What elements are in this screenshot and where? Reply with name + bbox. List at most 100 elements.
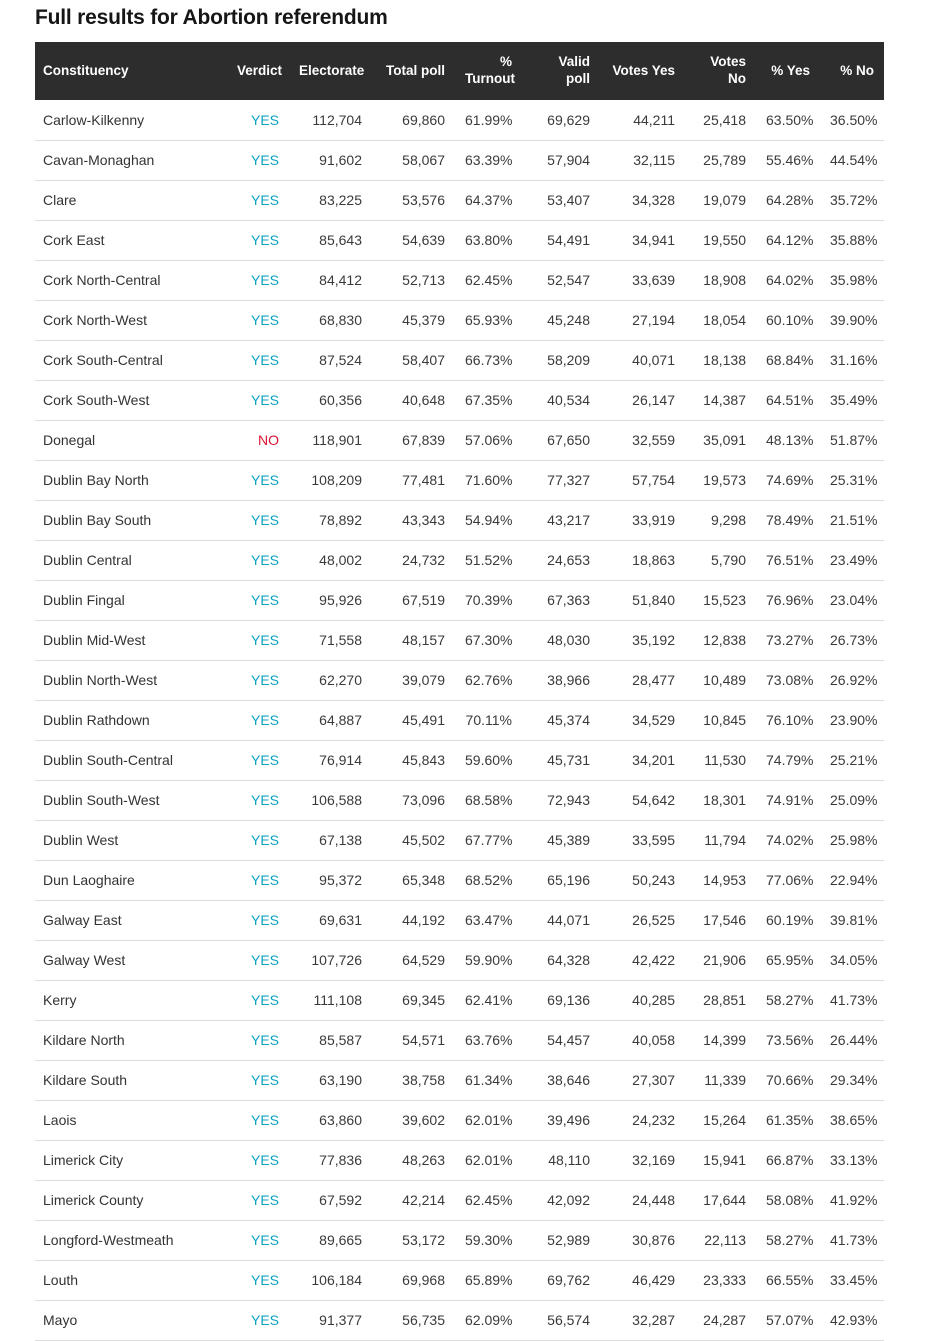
column-header-valid_poll: Valid poll bbox=[522, 42, 600, 100]
table-row: Louth YES 106,184 69,968 65.89% 69,762 46,429 2… bbox=[35, 1260, 884, 1301]
cell-constituency: Laois bbox=[35, 1100, 227, 1141]
cell-votes_no: 17,546 bbox=[685, 900, 756, 941]
cell-votes_no: 23,333 bbox=[685, 1260, 756, 1301]
cell-pct_yes: 76.51% bbox=[756, 540, 820, 581]
table-row: Cavan-Monaghan YES 91,602 58,067 63.39% 57,90… bbox=[35, 140, 884, 181]
cell-electorate: 111,108 bbox=[289, 980, 372, 1021]
cell-votes_no: 24,287 bbox=[685, 1300, 756, 1341]
cell-electorate: 83,225 bbox=[289, 180, 372, 221]
cell-total_poll: 42,214 bbox=[372, 1180, 455, 1221]
cell-pct_yes: 64.28% bbox=[756, 180, 820, 221]
cell-pct_turnout: 65.93% bbox=[455, 300, 522, 341]
cell-pct_no: 25.31% bbox=[820, 460, 884, 501]
cell-pct_yes: 66.87% bbox=[756, 1140, 820, 1181]
cell-votes_no: 14,399 bbox=[685, 1020, 756, 1061]
cell-total_poll: 44,192 bbox=[372, 900, 455, 941]
cell-total_poll: 69,860 bbox=[372, 100, 455, 141]
cell-total_poll: 65,348 bbox=[372, 860, 455, 901]
cell-constituency: Dublin North-West bbox=[35, 660, 227, 701]
cell-valid_poll: 77,327 bbox=[522, 460, 600, 501]
verdict-badge: YES bbox=[227, 180, 289, 221]
cell-electorate: 63,860 bbox=[289, 1100, 372, 1141]
cell-votes_no: 5,790 bbox=[685, 540, 756, 581]
cell-valid_poll: 58,209 bbox=[522, 340, 600, 381]
cell-pct_turnout: 59.90% bbox=[455, 940, 522, 981]
table-row: Donegal NO 118,901 67,839 57.06% 67,650 32,559… bbox=[35, 420, 884, 461]
cell-votes_yes: 24,448 bbox=[600, 1180, 685, 1221]
cell-pct_yes: 74.91% bbox=[756, 780, 820, 821]
table-head: Constituency Verdict Electorate Total poll%… bbox=[35, 42, 884, 100]
table-row: Galway West YES 107,726 64,529 59.90% 64,328 4… bbox=[35, 940, 884, 981]
cell-pct_yes: 58.27% bbox=[756, 980, 820, 1021]
cell-electorate: 60,356 bbox=[289, 380, 372, 421]
cell-pct_turnout: 66.73% bbox=[455, 340, 522, 381]
cell-votes_no: 14,387 bbox=[685, 380, 756, 421]
cell-valid_poll: 24,653 bbox=[522, 540, 600, 581]
cell-valid_poll: 42,092 bbox=[522, 1180, 600, 1221]
cell-constituency: Longford-Westmeath bbox=[35, 1220, 227, 1261]
cell-total_poll: 43,343 bbox=[372, 500, 455, 541]
table-row: Clare YES 83,225 53,576 64.37% 53,407 34,328 19… bbox=[35, 180, 884, 221]
table-row: Dublin Bay South YES 78,892 43,343 54.94% 43,… bbox=[35, 500, 884, 541]
cell-total_poll: 58,067 bbox=[372, 140, 455, 181]
cell-constituency: Dublin Bay North bbox=[35, 460, 227, 501]
column-header-pct_turnout: % Turnout bbox=[455, 42, 522, 100]
cell-pct_turnout: 61.34% bbox=[455, 1060, 522, 1101]
cell-valid_poll: 69,629 bbox=[522, 100, 600, 141]
verdict-badge: YES bbox=[227, 1300, 289, 1341]
cell-pct_no: 33.13% bbox=[820, 1140, 884, 1181]
cell-pct_no: 41.73% bbox=[820, 1220, 884, 1261]
cell-votes_yes: 27,307 bbox=[600, 1060, 685, 1101]
table-row: Carlow-Kilkenny YES 112,704 69,860 61.99% 69,… bbox=[35, 100, 884, 141]
cell-pct_no: 25.09% bbox=[820, 780, 884, 821]
cell-votes_no: 19,550 bbox=[685, 220, 756, 261]
cell-pct_yes: 66.55% bbox=[756, 1260, 820, 1301]
cell-pct_yes: 70.66% bbox=[756, 1060, 820, 1101]
cell-constituency: Galway East bbox=[35, 900, 227, 941]
cell-votes_yes: 34,941 bbox=[600, 220, 685, 261]
cell-valid_poll: 56,574 bbox=[522, 1300, 600, 1341]
cell-pct_yes: 65.95% bbox=[756, 940, 820, 981]
verdict-badge: YES bbox=[227, 260, 289, 301]
cell-constituency: Mayo bbox=[35, 1300, 227, 1341]
cell-pct_turnout: 57.06% bbox=[455, 420, 522, 461]
verdict-badge: YES bbox=[227, 460, 289, 501]
cell-pct_turnout: 70.39% bbox=[455, 580, 522, 621]
verdict-badge: YES bbox=[227, 660, 289, 701]
verdict-badge: YES bbox=[227, 380, 289, 421]
cell-electorate: 95,926 bbox=[289, 580, 372, 621]
verdict-badge: YES bbox=[227, 780, 289, 821]
cell-pct_yes: 74.79% bbox=[756, 740, 820, 781]
cell-pct_yes: 68.84% bbox=[756, 340, 820, 381]
cell-pct_turnout: 70.11% bbox=[455, 700, 522, 741]
cell-valid_poll: 54,457 bbox=[522, 1020, 600, 1061]
verdict-badge: YES bbox=[227, 620, 289, 661]
cell-constituency: Dublin Bay South bbox=[35, 500, 227, 541]
cell-pct_turnout: 62.76% bbox=[455, 660, 522, 701]
cell-constituency: Dun Laoghaire bbox=[35, 860, 227, 901]
cell-votes_no: 12,838 bbox=[685, 620, 756, 661]
column-header-verdict: Verdict bbox=[227, 42, 289, 100]
cell-valid_poll: 52,989 bbox=[522, 1220, 600, 1261]
cell-electorate: 106,588 bbox=[289, 780, 372, 821]
cell-constituency: Carlow-Kilkenny bbox=[35, 100, 227, 141]
cell-votes_yes: 50,243 bbox=[600, 860, 685, 901]
cell-pct_no: 23.04% bbox=[820, 580, 884, 621]
cell-total_poll: 56,735 bbox=[372, 1300, 455, 1341]
verdict-badge: YES bbox=[227, 1020, 289, 1061]
cell-votes_no: 19,573 bbox=[685, 460, 756, 501]
cell-constituency: Kildare South bbox=[35, 1060, 227, 1101]
cell-pct_yes: 76.10% bbox=[756, 700, 820, 741]
cell-pct_no: 31.16% bbox=[820, 340, 884, 381]
cell-total_poll: 77,481 bbox=[372, 460, 455, 501]
verdict-badge: YES bbox=[227, 1180, 289, 1221]
cell-votes_yes: 32,287 bbox=[600, 1300, 685, 1341]
cell-votes_no: 15,523 bbox=[685, 580, 756, 621]
cell-votes_yes: 33,919 bbox=[600, 500, 685, 541]
verdict-badge: YES bbox=[227, 300, 289, 341]
cell-electorate: 95,372 bbox=[289, 860, 372, 901]
verdict-badge: YES bbox=[227, 860, 289, 901]
verdict-badge: YES bbox=[227, 820, 289, 861]
cell-pct_no: 22.94% bbox=[820, 860, 884, 901]
cell-total_poll: 45,843 bbox=[372, 740, 455, 781]
